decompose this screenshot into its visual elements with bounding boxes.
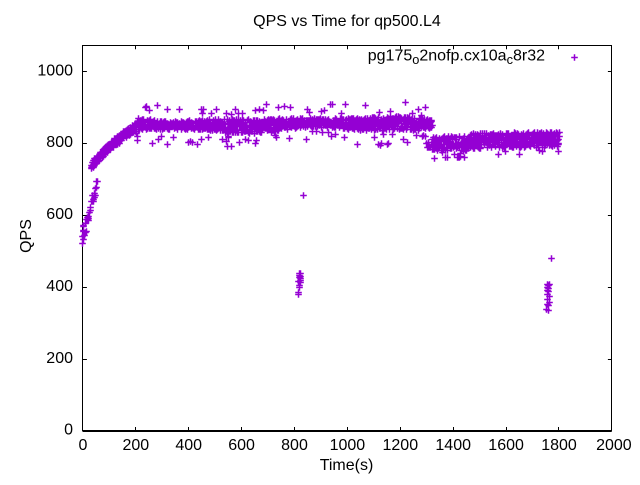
svg-text:1000: 1000 [37, 62, 73, 79]
svg-text:600: 600 [46, 206, 73, 223]
svg-text:1000: 1000 [330, 437, 366, 454]
svg-text:0: 0 [64, 422, 73, 439]
svg-text:2000: 2000 [596, 437, 632, 454]
svg-text:800: 800 [281, 437, 308, 454]
svg-text:400: 400 [46, 278, 73, 295]
svg-text:0: 0 [78, 437, 87, 454]
svg-text:200: 200 [46, 350, 73, 367]
svg-text:QPS vs Time for qp500.L4: QPS vs Time for qp500.L4 [253, 13, 441, 30]
svg-text:QPS: QPS [18, 219, 35, 253]
svg-text:600: 600 [228, 437, 255, 454]
svg-text:800: 800 [46, 134, 73, 151]
svg-text:1200: 1200 [383, 437, 419, 454]
svg-text:pg175o2nofp.cx10ac8r32: pg175o2nofp.cx10ac8r32 [368, 48, 545, 68]
svg-text:1400: 1400 [435, 437, 471, 454]
svg-text:1600: 1600 [488, 437, 524, 454]
svg-text:1800: 1800 [541, 437, 577, 454]
svg-text:200: 200 [122, 437, 149, 454]
svg-text:400: 400 [175, 437, 202, 454]
svg-text:Time(s): Time(s) [320, 457, 374, 474]
